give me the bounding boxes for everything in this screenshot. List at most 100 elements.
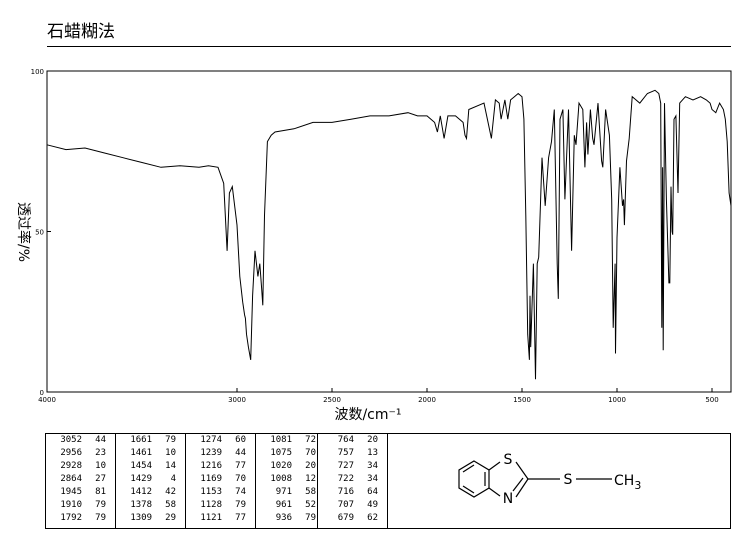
peak-table-row: 1274 60	[186, 434, 255, 447]
peak-transmittance: 74	[235, 487, 246, 497]
peak-table-column: 1274 60 1239 44 1216 77 1169 70 1153 74 1128 79 1121…	[186, 434, 256, 528]
peak-table-row: 1169 70	[186, 473, 255, 486]
peak-wavenumber: 1121	[200, 513, 222, 523]
peak-wavenumber: 1274	[200, 435, 222, 445]
peak-wavenumber: 722	[337, 474, 354, 484]
x-axis-label: 波数/cm⁻¹	[334, 407, 401, 423]
peak-transmittance: 4	[170, 474, 176, 484]
peak-transmittance: 10	[95, 461, 106, 471]
peak-table-row: 1454 14	[116, 460, 185, 473]
peak-wavenumber: 727	[337, 461, 354, 471]
peak-wavenumber: 707	[337, 500, 354, 510]
peak-transmittance: 70	[305, 448, 316, 458]
peak-transmittance: 64	[367, 487, 378, 497]
ring-sulfur-label: S	[504, 452, 513, 468]
peak-table-row: 1239 44	[186, 447, 255, 460]
peak-transmittance: 44	[235, 448, 246, 458]
peak-wavenumber: 2956	[60, 448, 82, 458]
peak-transmittance: 27	[95, 474, 106, 484]
peak-wavenumber: 1792	[60, 513, 82, 523]
x-tick-label: 1500	[513, 396, 531, 404]
peak-wavenumber: 1454	[130, 461, 152, 471]
peak-table-row: 1378 58	[116, 499, 185, 512]
peak-table-row: 1128 79	[186, 499, 255, 512]
ring-nitrogen-label: N	[503, 491, 513, 507]
peak-table-row: 1429 4	[116, 473, 185, 486]
peak-table-row: 1081 72	[256, 434, 317, 447]
y-tick-label: 0	[40, 389, 44, 397]
peak-wavenumber: 1081	[270, 435, 292, 445]
x-tick-label: 2500	[323, 396, 341, 404]
peak-wavenumber: 961	[275, 500, 292, 510]
peak-wavenumber: 2928	[60, 461, 82, 471]
peak-wavenumber: 1412	[130, 487, 152, 497]
x-tick-label: 2000	[418, 396, 436, 404]
peak-transmittance: 10	[165, 448, 176, 458]
x-tick-label: 500	[705, 396, 718, 404]
peak-transmittance: 79	[165, 435, 176, 445]
y-axis-label: 透过率/%	[15, 202, 32, 262]
peak-transmittance: 52	[305, 500, 316, 510]
peak-wavenumber: 716	[337, 487, 354, 497]
peak-table-column: 1661 79 1461 10 1454 14 1429 4 1412 42 1378 58 1309 2…	[116, 434, 186, 528]
peak-wavenumber: 1239	[200, 448, 222, 458]
peak-table-row: 2928 10	[46, 460, 115, 473]
peak-table-row: 1216 77	[186, 460, 255, 473]
peak-wavenumber: 679	[337, 513, 354, 523]
peak-wavenumber: 757	[337, 448, 354, 458]
peak-table-row: 1153 74	[186, 486, 255, 499]
peak-transmittance: 44	[95, 435, 106, 445]
peak-table-column: 3052 44 2956 23 2928 10 2864 27 1945 81 1910 79 1792…	[46, 434, 116, 528]
peak-wavenumber: 1020	[270, 461, 292, 471]
peak-transmittance: 79	[235, 500, 246, 510]
peak-wavenumber: 3052	[60, 435, 82, 445]
peak-wavenumber: 936	[275, 513, 292, 523]
methyl-subscript: 3	[634, 479, 641, 492]
peak-table-row: 971 58	[256, 486, 317, 499]
y-tick-label: 50	[35, 229, 44, 237]
peak-transmittance: 34	[367, 461, 378, 471]
peak-wavenumber: 2864	[60, 474, 82, 484]
thioether-sulfur-label: S	[564, 472, 573, 488]
peak-transmittance: 79	[305, 513, 316, 523]
peak-transmittance: 62	[367, 513, 378, 523]
molecule-structure: S N S CH3	[458, 452, 641, 507]
peak-table-row: 757 13	[318, 447, 387, 460]
peak-table-row: 1309 29	[116, 512, 185, 525]
peak-wavenumber: 1461	[130, 448, 152, 458]
peak-table-row: 1910 79	[46, 499, 115, 512]
peak-table-row: 716 64	[318, 486, 387, 499]
peak-table-row: 1121 77	[186, 512, 255, 525]
title-rule	[47, 46, 731, 47]
x-axis-ticks: 4000 3000 2500 2000 1500 1000 500	[38, 388, 719, 404]
peak-transmittance: 42	[165, 487, 176, 497]
peak-wavenumber: 1378	[130, 500, 152, 510]
peak-transmittance: 79	[95, 513, 106, 523]
peak-transmittance: 77	[235, 461, 246, 471]
peak-wavenumber: 1309	[130, 513, 152, 523]
peak-table-row: 1792 79	[46, 512, 115, 525]
peak-table-row: 1008 12	[256, 473, 317, 486]
peak-wavenumber: 1169	[200, 474, 222, 484]
methyl-label: CH3	[614, 473, 641, 492]
peak-transmittance: 34	[367, 474, 378, 484]
peak-table-row: 707 49	[318, 499, 387, 512]
peak-transmittance: 58	[165, 500, 176, 510]
peak-table-row: 1945 81	[46, 486, 115, 499]
peak-wavenumber: 1153	[200, 487, 222, 497]
y-axis-ticks: 0 50 100	[31, 68, 51, 397]
peak-table-row: 3052 44	[46, 434, 115, 447]
peak-table-row: 1461 10	[116, 447, 185, 460]
benzothiazole-ring	[458, 460, 612, 498]
peak-table-row: 1412 42	[116, 486, 185, 499]
peak-transmittance: 12	[305, 474, 316, 484]
peak-table-row: 679 62	[318, 512, 387, 525]
spectrum-line	[46, 89, 732, 380]
peak-wavenumber: 1008	[270, 474, 292, 484]
peak-transmittance: 60	[235, 435, 246, 445]
peak-wavenumber: 1429	[130, 474, 152, 484]
ir-spectrum-chart: 4000 3000 2500 2000 1500 1000 500 0 50 100 波数/cm…	[15, 68, 732, 423]
x-tick-label: 4000	[38, 396, 56, 404]
peak-transmittance: 13	[367, 448, 378, 458]
peak-table-row: 727 34	[318, 460, 387, 473]
